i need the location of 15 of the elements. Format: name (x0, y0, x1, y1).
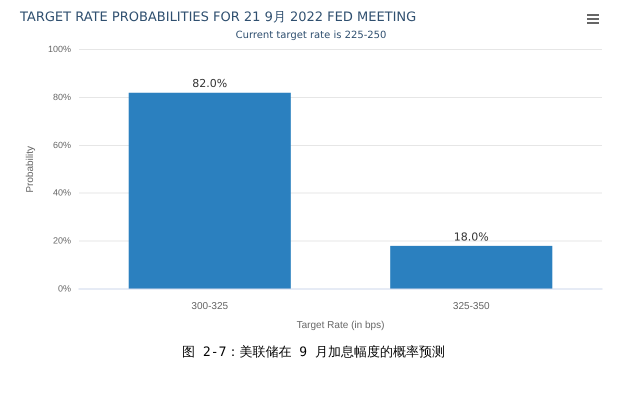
y-tick-label: 100% (48, 44, 72, 54)
y-tick-label: 20% (53, 236, 72, 246)
chart-title: TARGET RATE PROBABILITIES FOR 21 9月 2022 FED MEETING (19, 10, 416, 26)
y-tick-label: 40% (53, 188, 72, 198)
y-axis-title: Probability (24, 146, 36, 193)
chart-subtitle: Current target rate is 225-250 (236, 30, 386, 42)
data-label: 18.0% (454, 230, 489, 244)
y-tick-label: 0% (58, 283, 72, 294)
x-tick-label: 325-350 (452, 300, 490, 312)
caption: 图 2-7：美联储在 9 月加息幅度的概率预测 (181, 344, 446, 361)
data-label: 82.0% (192, 77, 228, 90)
y-tick-label: 80% (53, 92, 72, 102)
x-tick-label: 300-325 (191, 300, 229, 312)
x-axis-title: Target Rate (in bps) (296, 320, 384, 331)
y-tick-label: 60% (53, 140, 72, 150)
